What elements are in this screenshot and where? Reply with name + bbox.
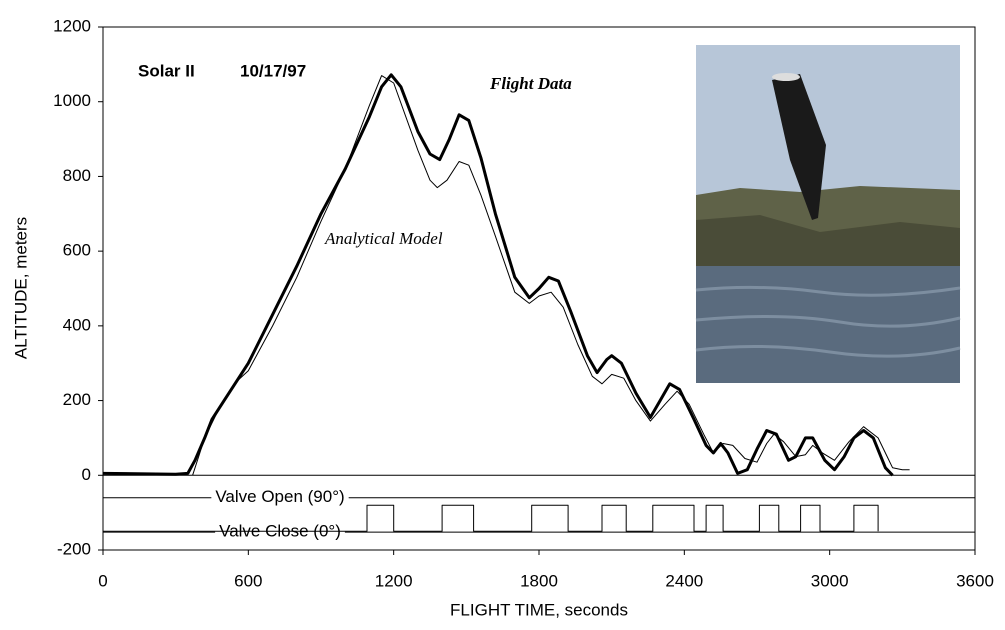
chart-title: 10/17/97: [240, 61, 306, 80]
x-tick-label: 3000: [811, 571, 849, 590]
inset-photo: [696, 45, 960, 383]
chart: Solar II 10/17/97 FLIGHT TIME, seconds A…: [0, 0, 1005, 630]
y-tick-label: 0: [82, 465, 91, 484]
x-tick-label: 1200: [375, 571, 413, 590]
x-tick-label: 2400: [665, 571, 703, 590]
x-axis-label: FLIGHT TIME, seconds: [450, 600, 628, 619]
chart-title: Solar II: [138, 61, 195, 80]
y-tick-label: -200: [57, 539, 91, 558]
y-tick-label: 800: [63, 166, 91, 185]
y-tick-label: 600: [63, 241, 91, 260]
series-annotation: Flight Data: [489, 74, 572, 93]
x-tick-label: 0: [98, 571, 107, 590]
x-tick-label: 1800: [520, 571, 558, 590]
x-tick-label: 3600: [956, 571, 994, 590]
x-tick-label: 600: [234, 571, 262, 590]
y-tick-label: 400: [63, 315, 91, 334]
reference-label: Valve Open (90°): [215, 487, 344, 506]
y-axis-label: ALTITUDE, meters: [11, 217, 30, 359]
y-tick-label: 1200: [53, 16, 91, 35]
y-tick-label: 1000: [53, 91, 91, 110]
y-tick-label: 200: [63, 390, 91, 409]
series-annotation: Analytical Model: [324, 229, 443, 248]
